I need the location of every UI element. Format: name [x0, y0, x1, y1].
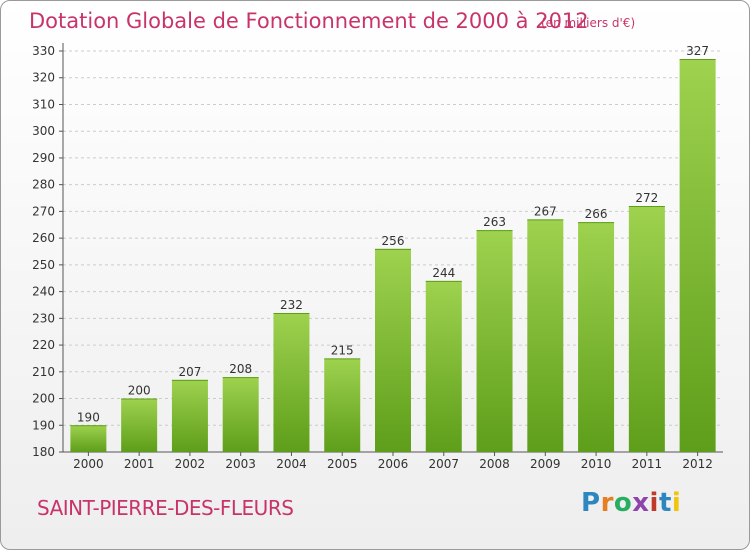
chart-title: Dotation Globale de Fonctionnement de 20… [29, 9, 589, 33]
bar-2004 [273, 312, 310, 452]
logo-letter: P [581, 488, 601, 518]
bars [70, 59, 716, 453]
logo-letter: r [600, 488, 614, 518]
x-tick-label: 2003 [225, 457, 256, 471]
y-tick-label: 230 [32, 311, 55, 325]
y-tick-label: 180 [32, 445, 55, 459]
y-tick-label: 310 [32, 97, 55, 111]
y-tick-label: 250 [32, 258, 55, 272]
bar-value-label: 190 [77, 410, 100, 424]
logo-letter: t [658, 488, 672, 518]
bar-value-label: 232 [280, 298, 303, 312]
bar-value-label: 263 [483, 215, 506, 229]
x-tick-label: 2004 [276, 457, 307, 471]
y-tick-label: 280 [32, 178, 55, 192]
x-tick-label: 2010 [581, 457, 612, 471]
y-tick-label: 210 [32, 365, 55, 379]
bar-2009 [527, 219, 564, 452]
x-tick-label: 2008 [479, 457, 510, 471]
bar-value-label: 327 [686, 44, 709, 58]
bar-2011 [628, 206, 665, 452]
x-tick-label: 2002 [175, 457, 206, 471]
bar-2012 [679, 59, 716, 453]
y-tick-label: 220 [32, 338, 55, 352]
x-tick-label: 2005 [327, 457, 358, 471]
x-tick-label: 2012 [682, 457, 713, 471]
bar-2001 [121, 398, 158, 452]
logo-letter: i [671, 488, 682, 518]
bar-2010 [578, 222, 615, 452]
x-tick-label: 2009 [530, 457, 561, 471]
bar-2005 [324, 358, 361, 452]
bar-value-label: 215 [331, 343, 354, 357]
bar-2008 [476, 230, 513, 452]
bar-2006 [375, 248, 411, 452]
bar-value-label: 267 [534, 204, 557, 218]
logo-letter: o [613, 488, 633, 518]
bar-value-label: 266 [585, 207, 608, 221]
y-tick-label: 270 [32, 204, 55, 218]
proxiti-logo: Proxiti [581, 488, 681, 518]
bar-2003 [222, 377, 259, 452]
commune-name: SAINT-PIERRE-DES-FLEURS [37, 496, 294, 520]
bar-2002 [171, 379, 208, 452]
x-tick-label: 2001 [124, 457, 155, 471]
bar-value-label: 207 [178, 365, 201, 379]
x-tick-label: 2006 [378, 457, 409, 471]
labels: 190 2000 200 2001 207 2002 208 2003 232 2004 215 20… [73, 44, 713, 471]
logo-letter: x [632, 488, 650, 518]
y-tick-label: 330 [32, 44, 55, 58]
bar-2000 [70, 425, 107, 452]
bar-value-label: 256 [382, 234, 405, 248]
x-tick-label: 2007 [428, 457, 459, 471]
axes: 180 190 200 210 220 230 240 250 260 270 280 290 300 3… [32, 43, 723, 459]
y-tick-label: 320 [32, 71, 55, 85]
y-tick-label: 190 [32, 418, 55, 432]
y-tick-label: 240 [32, 285, 55, 299]
y-tick-label: 300 [32, 124, 55, 138]
bar-value-label: 244 [432, 266, 455, 280]
x-tick-label: 2011 [632, 457, 663, 471]
x-tick-label: 2000 [73, 457, 104, 471]
logo-letter: i [649, 488, 659, 518]
bar-2007 [425, 280, 462, 452]
y-tick-label: 290 [32, 151, 55, 165]
y-tick-label: 260 [32, 231, 55, 245]
bar-value-label: 272 [635, 191, 658, 205]
unit-note: (en milliers d'€) [541, 16, 636, 30]
bar-value-label: 208 [229, 362, 252, 376]
y-tick-label: 200 [32, 392, 55, 406]
bar-value-label: 200 [128, 384, 151, 398]
